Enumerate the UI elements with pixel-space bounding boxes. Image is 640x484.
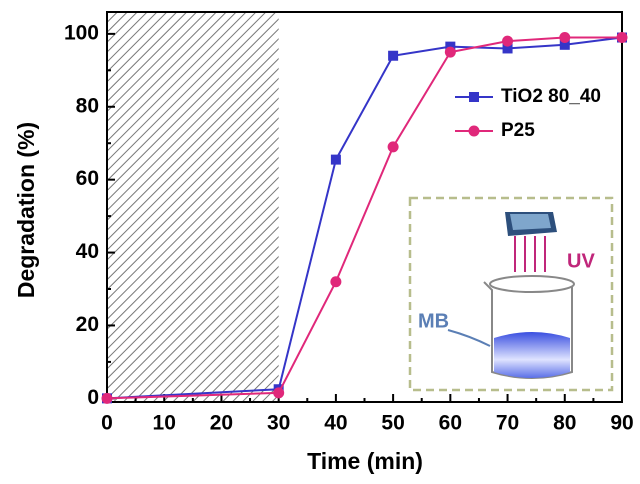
data-point: [445, 47, 456, 58]
mb-arrow: [448, 330, 490, 346]
y-tick-label: 0: [87, 386, 99, 409]
data-point: [617, 32, 628, 43]
legend-marker: [469, 126, 480, 137]
y-tick-label: 100: [64, 21, 99, 44]
data-point: [559, 32, 570, 43]
data-point: [273, 387, 284, 398]
catalyst-top: [510, 214, 551, 230]
data-point: [388, 51, 398, 61]
x-tick-label: 20: [210, 412, 233, 435]
data-point: [388, 141, 399, 152]
legend-label: P25: [501, 120, 535, 141]
x-axis-title: Time (min): [307, 448, 423, 474]
legend-label: TiO2 80_40: [501, 86, 601, 107]
x-tick-label: 60: [439, 412, 462, 435]
legend-marker: [469, 92, 479, 102]
shaded-region: [107, 12, 279, 402]
inset-diagram: UV MB: [410, 198, 612, 390]
uv-rays: [515, 236, 545, 272]
y-tick-label: 20: [76, 313, 99, 336]
x-tick-label: 90: [610, 412, 633, 435]
data-point: [102, 393, 113, 404]
x-tick-label: 70: [496, 412, 519, 435]
y-axis-title: Degradation (%): [13, 122, 39, 298]
chart: UV MB Time (min) Degradation (%) 0 10 20 30…: [0, 0, 640, 479]
beaker-rim: [490, 276, 574, 292]
annotation: UV: [567, 250, 595, 272]
annotation: MB: [418, 310, 449, 332]
x-tick-label: 40: [324, 412, 347, 435]
x-tick-label: 30: [267, 412, 290, 435]
y-tick-label: 60: [76, 167, 99, 190]
data-point: [330, 276, 341, 287]
x-tick-label: 50: [381, 412, 404, 435]
x-tick-label: 10: [153, 412, 176, 435]
liquid: [494, 332, 570, 378]
data-point: [331, 155, 341, 165]
data-point: [502, 36, 513, 47]
y-tick-label: 80: [76, 94, 99, 117]
x-tick-label: 0: [101, 412, 113, 435]
y-tick-label: 40: [76, 240, 99, 263]
x-tick-label: 80: [553, 412, 576, 435]
